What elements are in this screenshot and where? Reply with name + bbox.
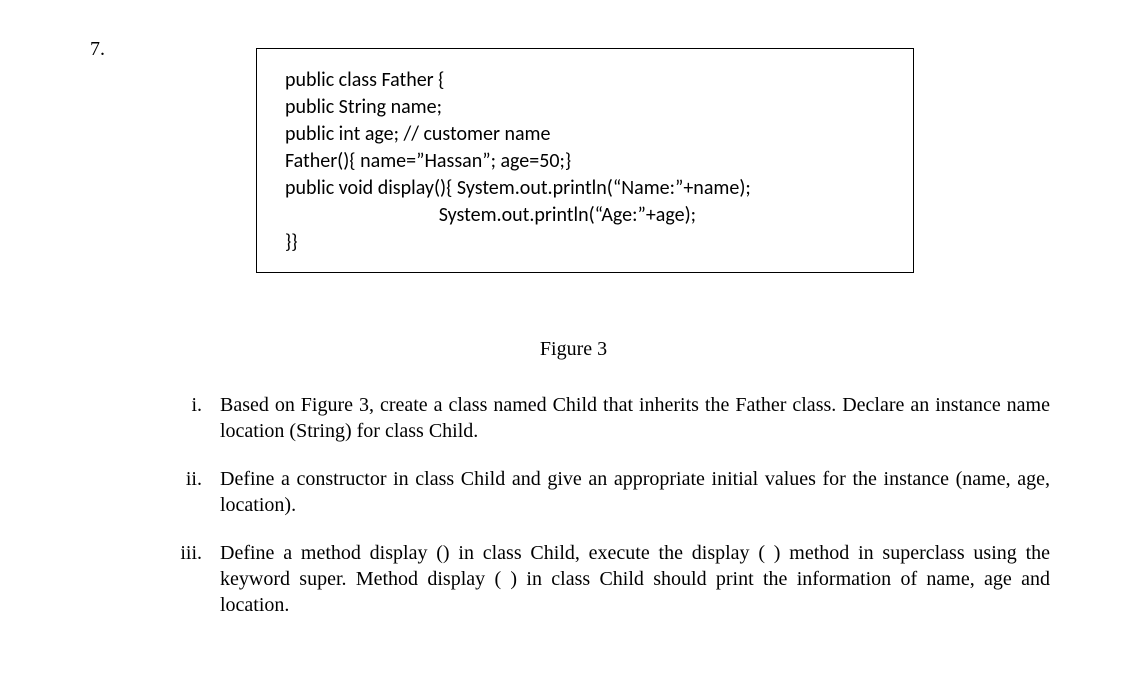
question-items: i. Based on Figure 3, create a class nam…: [150, 392, 1050, 640]
figure-label: Figure 3: [0, 338, 1147, 361]
list-item: iii. Define a method display () in class…: [150, 540, 1050, 618]
code-box: public class Father { public String name…: [256, 48, 914, 273]
code-line: }}: [285, 229, 905, 256]
item-text: Define a method display () in class Chil…: [220, 540, 1050, 618]
question-number: 7.: [90, 38, 105, 61]
item-marker: ii.: [150, 466, 220, 518]
code-line: public String name;: [285, 94, 905, 121]
code-line: public class Father {: [285, 67, 905, 94]
code-line: public void display(){ System.out.printl…: [285, 175, 905, 202]
list-item: ii. Define a constructor in class Child …: [150, 466, 1050, 518]
list-item: i. Based on Figure 3, create a class nam…: [150, 392, 1050, 444]
code-line: System.out.println(“Age:”+age);: [285, 202, 905, 229]
code-line: Father(){ name=”Hassan”; age=50;}: [285, 148, 905, 175]
item-marker: i.: [150, 392, 220, 444]
item-text: Define a constructor in class Child and …: [220, 466, 1050, 518]
item-marker: iii.: [150, 540, 220, 618]
item-text: Based on Figure 3, create a class named …: [220, 392, 1050, 444]
code-line: public int age; // customer name: [285, 121, 905, 148]
